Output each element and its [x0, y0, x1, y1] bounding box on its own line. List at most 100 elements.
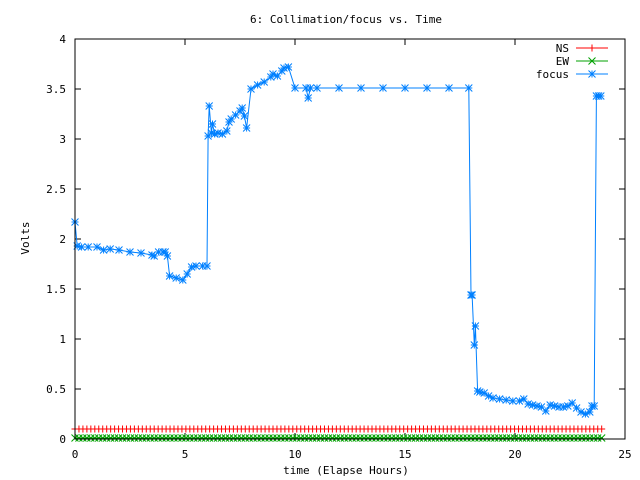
data-point-focus	[161, 248, 170, 256]
data-point-focus	[214, 129, 222, 137]
axis-ticks: 0 5 10 15 20 25 0 0.5 1 1.5 2 2.5 3 3.5 4	[46, 33, 632, 461]
data-point-focus	[253, 81, 262, 89]
data-point-focus	[148, 251, 156, 259]
data-point-ns	[598, 425, 606, 433]
data-point-focus	[178, 276, 187, 284]
data-point-focus	[508, 397, 517, 405]
data-point-focus	[205, 102, 214, 110]
legend-marker-ew	[588, 57, 596, 65]
data-point-focus	[468, 291, 476, 299]
data-point-focus	[187, 263, 196, 271]
data-point-focus	[277, 67, 286, 75]
data-point-focus	[470, 341, 479, 349]
y-tick-label: 0.5	[46, 383, 66, 396]
x-tick-label: 25	[618, 448, 631, 461]
y-tick-label: 1.5	[46, 283, 66, 296]
data-point-focus	[546, 401, 555, 409]
data-point-focus	[401, 84, 409, 92]
data-point-focus	[533, 402, 541, 410]
y-tick-label: 1	[59, 333, 66, 346]
data-point-focus	[210, 130, 219, 138]
data-point-focus	[84, 243, 93, 251]
data-point-focus	[495, 395, 504, 403]
data-point-focus	[172, 274, 181, 282]
data-point-focus	[183, 270, 192, 278]
data-point-focus	[247, 85, 255, 93]
data-point-focus	[236, 107, 244, 115]
data-point-focus	[77, 243, 86, 251]
data-point-focus	[99, 246, 108, 254]
x-tick-label: 20	[508, 448, 521, 461]
data-point-focus	[335, 84, 343, 92]
data-point-focus	[137, 249, 145, 257]
series-ew	[71, 434, 606, 442]
data-point-focus	[555, 403, 563, 411]
data-point-focus	[208, 120, 217, 128]
data-point-focus	[260, 78, 269, 86]
data-point-focus	[484, 392, 493, 400]
data-point-focus	[464, 84, 473, 92]
legend-label-ew: EW	[556, 55, 570, 68]
data-point-focus	[192, 262, 200, 270]
data-point-focus	[218, 130, 227, 138]
data-point-focus	[203, 262, 211, 270]
data-point-focus	[225, 118, 233, 126]
data-point-focus	[126, 248, 134, 256]
series-layer	[71, 63, 606, 442]
data-point-focus	[115, 246, 123, 254]
data-point-focus	[489, 394, 497, 402]
data-point-focus	[291, 84, 299, 92]
data-point-focus	[541, 407, 550, 415]
data-point-focus	[306, 84, 315, 92]
data-point-focus	[222, 127, 231, 135]
data-point-focus	[590, 402, 599, 410]
data-point-focus	[198, 262, 207, 270]
data-point-focus	[473, 387, 482, 395]
y-tick-label: 2	[59, 233, 66, 246]
x-tick-label: 5	[182, 448, 189, 461]
y-tick-label: 3	[59, 133, 66, 146]
legend-label-ns: NS	[556, 42, 569, 55]
legend-marker-focus	[588, 70, 596, 78]
data-point-focus	[106, 245, 115, 253]
data-point-focus	[502, 396, 511, 404]
data-point-focus	[238, 104, 247, 112]
data-point-focus	[273, 72, 282, 80]
data-point-focus	[585, 408, 594, 416]
data-point-focus	[240, 112, 249, 120]
data-point-focus	[231, 111, 240, 119]
series-focus	[71, 63, 605, 418]
x-tick-label: 10	[288, 448, 301, 461]
series-line-focus	[74, 66, 601, 415]
y-tick-label: 0	[59, 433, 66, 446]
data-point-focus	[207, 129, 216, 137]
data-point-focus	[304, 94, 313, 102]
data-point-focus	[596, 92, 605, 100]
legend-label-focus: focus	[536, 68, 569, 81]
data-point-focus	[93, 243, 101, 251]
series-ns	[71, 425, 606, 433]
data-point-focus	[515, 397, 524, 405]
data-point-focus	[519, 395, 528, 403]
x-axis-label: time (Elapse Hours)	[283, 464, 409, 477]
data-point-focus	[269, 70, 277, 78]
data-point-focus	[302, 84, 310, 92]
y-tick-label: 2.5	[46, 183, 66, 196]
data-point-focus	[266, 73, 275, 81]
data-point-focus	[471, 322, 480, 330]
data-point-focus	[528, 401, 537, 409]
data-point-focus	[581, 410, 590, 418]
data-point-focus	[154, 248, 163, 256]
data-point-focus	[284, 63, 293, 71]
plot-frame	[74, 38, 626, 440]
data-point-focus	[163, 252, 172, 260]
chart-title: 6: Collimation/focus vs. Time	[250, 13, 442, 26]
y-tick-label: 3.5	[46, 83, 66, 96]
data-point-focus	[313, 84, 321, 92]
data-point-focus	[379, 84, 387, 92]
data-point-focus	[73, 242, 82, 250]
data-point-focus	[524, 400, 533, 408]
data-point-focus	[559, 403, 568, 411]
